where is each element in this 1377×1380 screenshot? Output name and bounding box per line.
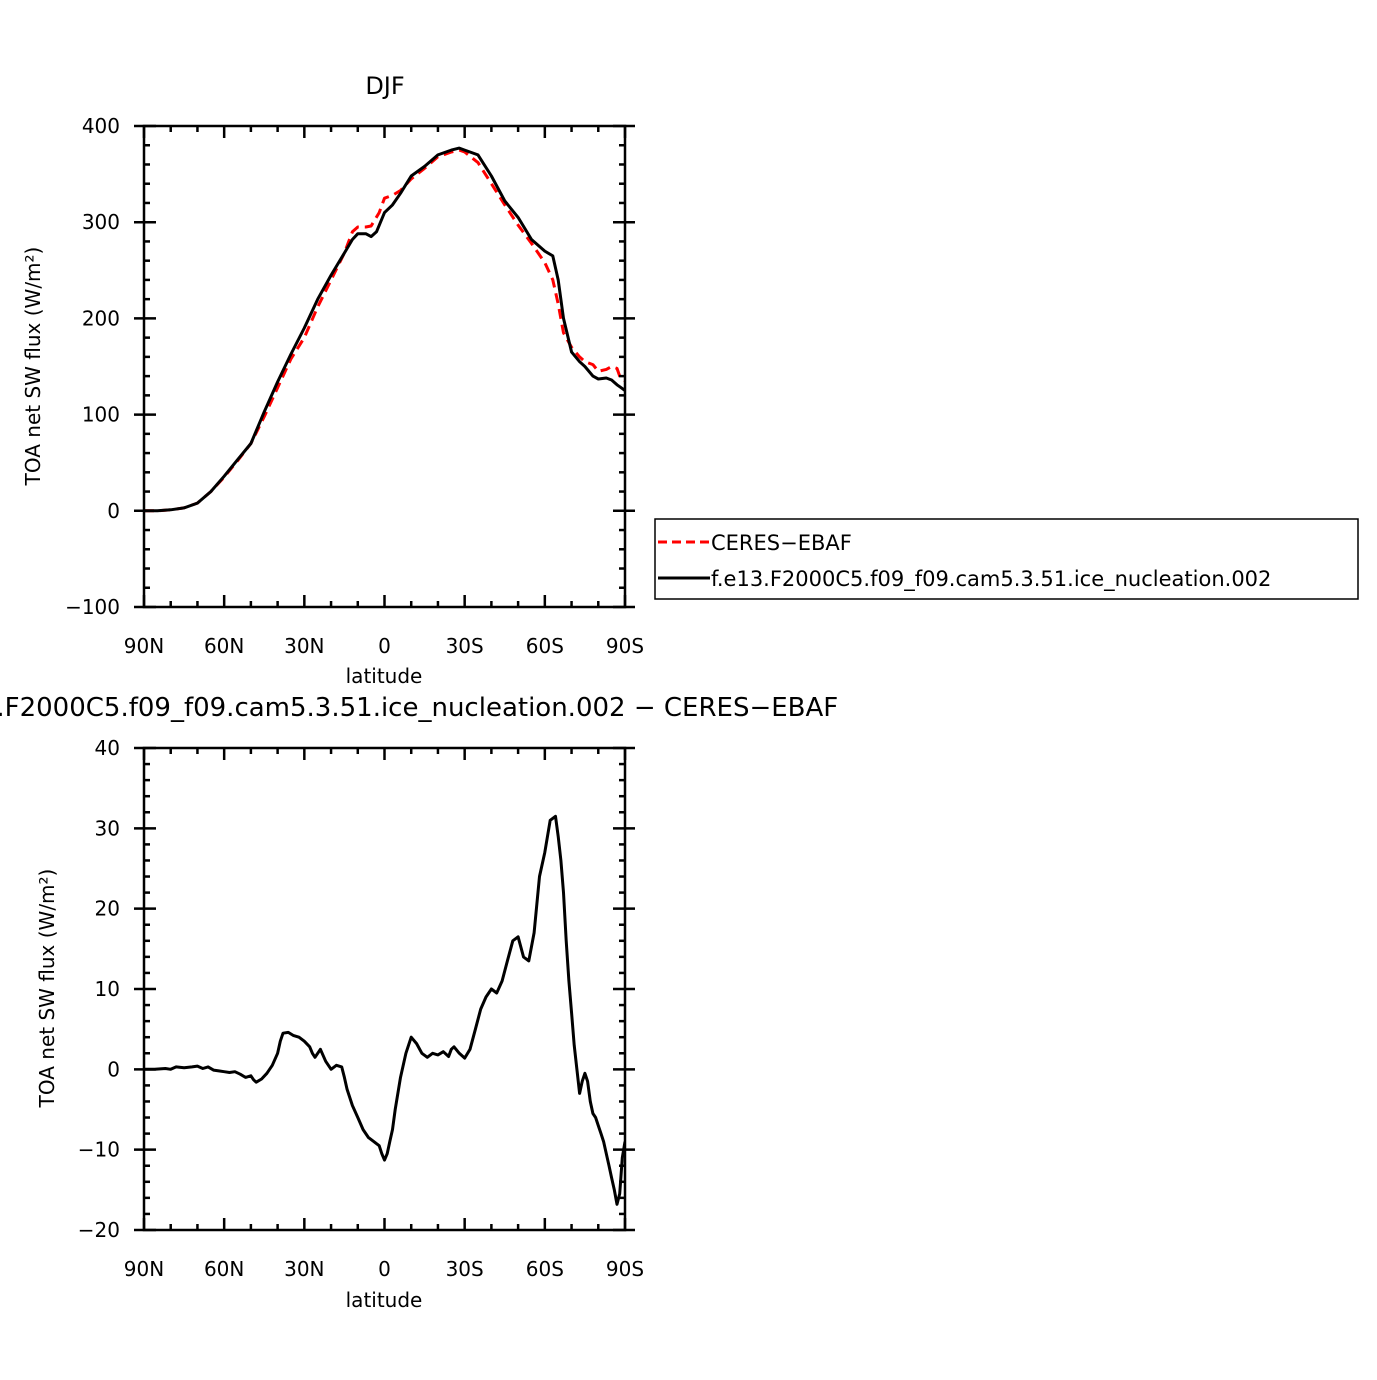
top-y-tick-label: 400 [82,114,120,138]
bottom-y-tick-label: 30 [95,816,120,840]
top-y-tick-label: 0 [107,499,120,523]
top-y-tick-label: 200 [82,306,120,330]
bottom-series-line-0 [145,814,625,1206]
top-chart-y-axis-label: TOA net SW flux (W/m²) [21,247,45,487]
top-series-line-1 [145,146,625,513]
top-x-tick-label: 90N [124,634,164,658]
legend-box [654,518,1359,600]
top-x-tick-label: 0 [378,634,391,658]
bottom-x-tick-label: 90N [124,1257,164,1281]
bottom-chart-y-axis-label: TOA net SW flux (W/m²) [35,869,59,1109]
bottom-x-tick-label: 0 [378,1257,391,1281]
bottom-chart-axes: 90N 60N 30N 0 30S 60S 90S −20 −10 0 10 20 30 40 [78,736,644,1281]
bottom-x-tick-label: 90S [606,1257,644,1281]
top-x-tick-label: 60N [204,634,244,658]
top-chart: DJF 90N 60N 30N 0 30S 60S 90S −100 0 100 200 300 400… [21,72,644,688]
legend-label-ceres-ebaf: CERES−EBAF [711,531,852,555]
legend-label-model: f.e13.F2000C5.f09_f09.cam5.3.51.ice_nucl… [711,567,1271,592]
top-x-tick-label: 90S [606,634,644,658]
bottom-y-tick-label: 0 [107,1057,120,1081]
top-y-tick-label: 300 [82,210,120,234]
top-chart-x-axis-label: latitude [346,664,423,688]
bottom-chart: f.e13.F2000C5.f09_f09.cam5.3.51.ice_nucl… [0,693,838,1312]
top-x-tick-label: 30S [446,634,484,658]
bottom-y-tick-label: −20 [78,1218,120,1242]
bottom-chart-series-group [145,814,625,1206]
bottom-y-tick-label: 40 [95,736,120,760]
bottom-chart-title: f.e13.F2000C5.f09_f09.cam5.3.51.ice_nucl… [0,693,838,723]
bottom-chart-x-axis-label: latitude [346,1288,423,1312]
bottom-x-tick-label: 30S [446,1257,484,1281]
top-x-tick-label: 30N [284,634,324,658]
bottom-y-tick-label: 10 [95,977,120,1001]
bottom-x-tick-label: 30N [284,1257,324,1281]
top-series-line-0 [145,148,625,513]
top-x-tick-label: 60S [526,634,564,658]
top-chart-axes: 90N 60N 30N 0 30S 60S 90S −100 0 100 200 300 400 [65,114,644,658]
legend: CERES−EBAF f.e13.F2000C5.f09_f09.cam5.3.… [654,518,1359,600]
top-chart-series-group [145,146,625,513]
top-chart-title: DJF [365,72,404,100]
bottom-x-tick-label: 60N [204,1257,244,1281]
bottom-y-tick-label: −10 [78,1138,120,1162]
bottom-y-tick-label: 20 [95,897,120,921]
bottom-x-tick-label: 60S [526,1257,564,1281]
top-y-tick-label: −100 [65,595,120,619]
top-y-tick-label: 100 [82,403,120,427]
